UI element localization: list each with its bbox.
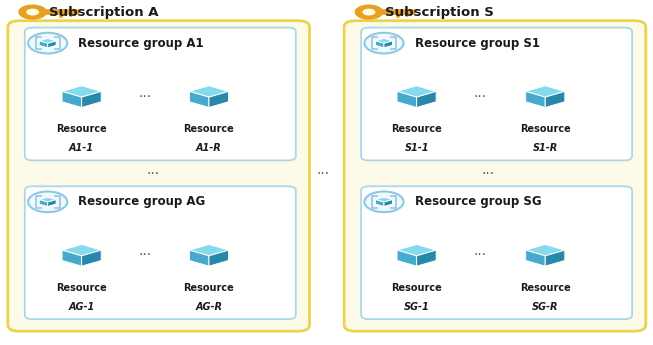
Text: ···: ··· [473,90,486,104]
Polygon shape [397,86,436,97]
Circle shape [364,191,404,212]
Circle shape [26,9,39,16]
Circle shape [28,33,67,53]
Text: Resource: Resource [520,283,571,293]
Polygon shape [39,199,48,207]
Polygon shape [417,250,436,266]
Text: ···: ··· [316,167,329,181]
Polygon shape [189,86,229,97]
Polygon shape [545,250,565,266]
Polygon shape [384,41,392,48]
Text: ···: ··· [138,248,151,262]
Text: Resource group S1: Resource group S1 [415,37,539,50]
Text: ···: ··· [147,167,160,181]
Text: S1-1: S1-1 [404,143,429,153]
Text: A1-1: A1-1 [69,143,94,153]
Text: Resource group SG: Resource group SG [415,195,541,208]
Text: Resource: Resource [56,283,107,293]
Text: Resource: Resource [56,124,107,134]
Polygon shape [39,197,56,202]
Polygon shape [375,38,392,43]
Polygon shape [397,250,417,266]
Polygon shape [62,250,82,266]
Circle shape [364,33,404,53]
Polygon shape [375,41,384,48]
Text: ···: ··· [138,90,151,104]
Polygon shape [397,244,436,256]
Polygon shape [48,41,56,48]
FancyBboxPatch shape [25,186,296,319]
Polygon shape [545,91,565,108]
Text: AG-R: AG-R [195,302,223,312]
Text: SG-1: SG-1 [404,302,430,312]
FancyBboxPatch shape [361,28,632,160]
Polygon shape [526,91,545,108]
Text: SG-R: SG-R [532,302,558,312]
Polygon shape [375,199,384,207]
Text: Resource group AG: Resource group AG [78,195,206,208]
Polygon shape [39,38,56,43]
Polygon shape [62,86,101,97]
Polygon shape [48,199,56,207]
Text: Resource: Resource [520,124,571,134]
FancyBboxPatch shape [344,21,646,331]
Polygon shape [375,197,392,202]
Text: A1-R: A1-R [196,143,222,153]
Circle shape [28,191,67,212]
Polygon shape [82,91,101,108]
Text: ···: ··· [482,167,495,181]
Text: S1-R: S1-R [533,143,558,153]
Text: Subscription S: Subscription S [385,6,494,19]
Polygon shape [82,250,101,266]
Polygon shape [417,91,436,108]
Polygon shape [526,250,545,266]
Circle shape [18,4,47,20]
Polygon shape [39,41,48,48]
Polygon shape [397,91,417,108]
FancyBboxPatch shape [361,186,632,319]
Polygon shape [209,250,229,266]
Text: Resource: Resource [183,124,234,134]
Text: Resource: Resource [391,283,442,293]
Text: Subscription A: Subscription A [49,6,159,19]
Polygon shape [209,91,229,108]
Text: ···: ··· [473,248,486,262]
Text: Resource: Resource [391,124,442,134]
Polygon shape [526,244,565,256]
Polygon shape [526,86,565,97]
FancyBboxPatch shape [25,28,296,160]
Circle shape [362,9,375,16]
Text: AG-1: AG-1 [69,302,95,312]
Polygon shape [189,91,209,108]
Text: Resource group A1: Resource group A1 [78,37,204,50]
FancyBboxPatch shape [8,21,310,331]
Polygon shape [62,244,101,256]
Polygon shape [189,250,209,266]
Text: Resource: Resource [183,283,234,293]
Circle shape [355,4,383,20]
Polygon shape [384,199,392,207]
Polygon shape [189,244,229,256]
Polygon shape [62,91,82,108]
